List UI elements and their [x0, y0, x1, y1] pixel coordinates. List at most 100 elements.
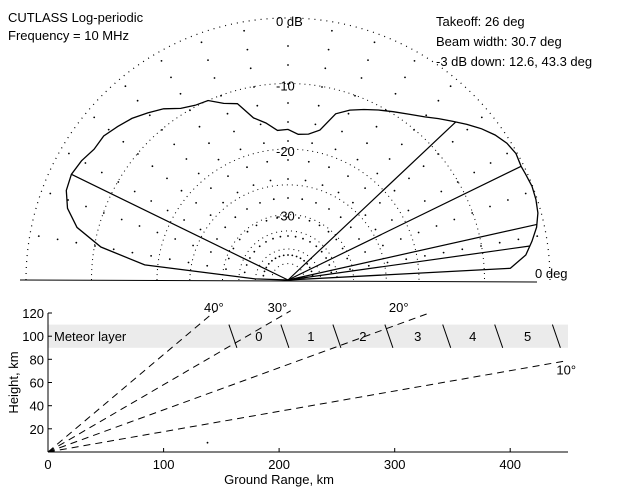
- grid-spoke-dot: [232, 247, 235, 250]
- grid-ring: [254, 248, 322, 281]
- grid-spoke-dot: [466, 128, 469, 131]
- ray-series-line: [47, 310, 216, 453]
- grid-spoke-dot: [352, 201, 354, 204]
- grid-spoke-dot: [382, 244, 384, 247]
- grid-spoke-dot: [417, 231, 420, 234]
- meteor-cell-label: 1: [307, 329, 314, 344]
- meteor-cell-label: 4: [469, 329, 476, 344]
- ring-label: -20: [276, 144, 295, 159]
- grid-spoke-dot: [234, 216, 237, 219]
- meteor-cell-boundary: [332, 324, 342, 348]
- ray-label: 10°: [556, 362, 576, 377]
- y-tick-label: 120: [22, 306, 44, 321]
- grid-spoke-dot: [236, 191, 239, 194]
- grid-spoke-dot: [367, 59, 369, 61]
- grid-spoke-dot: [473, 171, 476, 174]
- grid-spoke-dot: [255, 224, 258, 227]
- grid-spoke-dot: [536, 235, 539, 238]
- grid-spoke-dot: [360, 77, 363, 79]
- grid-spoke-dot: [425, 114, 428, 117]
- grid-spoke-dot: [185, 158, 188, 160]
- grid-spoke-dot: [274, 257, 277, 260]
- grid-spoke-dot: [354, 94, 356, 97]
- grid-spoke-dot: [498, 241, 501, 244]
- grid-spoke-dot: [506, 152, 508, 155]
- grid-spoke-dot: [282, 254, 285, 257]
- grid-spoke-dot: [174, 238, 177, 240]
- grid-spoke-dot: [287, 83, 289, 85]
- grid-spoke-dot: [489, 205, 491, 208]
- grid-spoke-dot: [170, 76, 172, 79]
- grid-spoke-dot: [217, 158, 220, 161]
- grid-spoke-dot: [265, 219, 268, 222]
- grid-spoke-dot: [243, 271, 246, 274]
- grid-spoke-dot: [388, 158, 391, 160]
- grid-spoke-dot: [258, 245, 261, 248]
- grid-spoke-dot: [325, 257, 327, 259]
- baseline-0-deg: [19, 279, 538, 283]
- grid-spoke-dot: [337, 191, 340, 194]
- grid-spoke-dot: [249, 257, 251, 259]
- grid-spoke-dot: [271, 259, 273, 262]
- grid-spoke-dot: [100, 171, 103, 174]
- grid-spoke-dot: [435, 225, 438, 227]
- meteor-cell-label: 2: [359, 329, 366, 344]
- grid-spoke-dot: [339, 216, 342, 219]
- ray-label: 40°: [204, 300, 224, 315]
- grid-spoke-dot: [227, 257, 230, 260]
- grid-spoke-dot: [422, 165, 425, 168]
- grid-spoke-dot: [287, 26, 289, 28]
- grid-spoke-dot: [239, 148, 242, 151]
- grid-spoke-dot: [507, 199, 509, 201]
- grid-spoke-dot: [68, 152, 70, 155]
- grid-spoke-dot: [213, 77, 216, 79]
- grid-spoke-dot: [413, 60, 416, 62]
- beam-line: [287, 245, 530, 281]
- grid-spoke-dot: [453, 218, 456, 221]
- beam-width-label: Beam width: 30.7 deg: [436, 34, 562, 49]
- grid-spoke-dot: [456, 181, 459, 183]
- data-point: [206, 441, 209, 444]
- grid-spoke-dot: [253, 86, 255, 88]
- grid-spoke-dot: [37, 235, 40, 238]
- grid-spoke-dot: [299, 257, 302, 260]
- grid-spoke-dot: [307, 160, 310, 163]
- grid-spoke-dot: [138, 225, 141, 227]
- grid-spoke-dot: [276, 217, 278, 219]
- grid-spoke-dot: [346, 257, 349, 260]
- grid-spoke-dot: [408, 177, 410, 180]
- baseline-label: 0 deg: [535, 266, 568, 281]
- meteor-cell-boundary: [280, 324, 290, 348]
- grid-spoke-dot: [263, 270, 266, 273]
- grid-spoke-dot: [328, 166, 330, 169]
- grid-spoke-dot: [404, 76, 406, 79]
- grid-spoke-dot: [207, 59, 209, 61]
- y-tick-label: 20: [30, 422, 44, 437]
- grid-spoke-dot: [287, 178, 289, 180]
- grid-spoke-dot: [440, 190, 443, 193]
- grid-spoke-dot: [122, 140, 125, 143]
- x-axis-label: Ground Range, km: [224, 472, 334, 487]
- grid-spoke-dot: [227, 175, 229, 178]
- grid-spoke-dot: [208, 142, 210, 145]
- grid-spoke-dot: [461, 248, 464, 251]
- grid-spoke-dot: [451, 140, 454, 143]
- grid-spoke-dot: [287, 216, 289, 218]
- meteor-cell-label: 0: [255, 329, 262, 344]
- grid-spoke-dot: [471, 212, 474, 214]
- grid-spoke-dot: [249, 67, 252, 70]
- x-tick-label: 300: [384, 457, 406, 472]
- grid-spoke-dot: [259, 123, 262, 126]
- grid-ring: [156, 148, 420, 281]
- grid-spoke-dot: [317, 104, 320, 107]
- grid-spoke-dot: [262, 274, 265, 277]
- grid-spoke-dot: [166, 177, 168, 180]
- grid-spoke-dot: [399, 238, 402, 240]
- grid-spoke-dot: [424, 255, 426, 257]
- grid-spoke-dot: [161, 129, 163, 131]
- grid-spoke-dot: [302, 237, 304, 240]
- grid-spoke-dot: [148, 114, 151, 117]
- grid-spoke-dot: [287, 64, 289, 66]
- grid-spoke-dot: [349, 226, 352, 229]
- grid-spoke-dot: [222, 201, 225, 204]
